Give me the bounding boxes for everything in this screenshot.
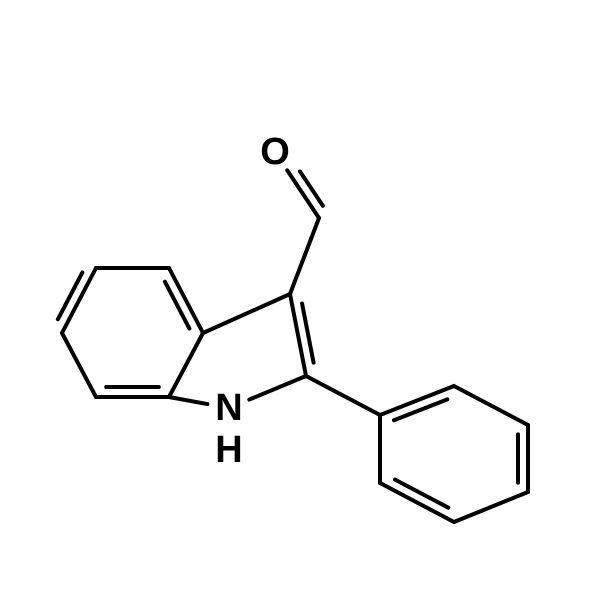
n-atom-label: N (215, 387, 242, 429)
molecule-diagram: O NH (0, 0, 600, 600)
h-atom-label: H (215, 429, 242, 471)
o-atom-label: O (260, 131, 290, 173)
